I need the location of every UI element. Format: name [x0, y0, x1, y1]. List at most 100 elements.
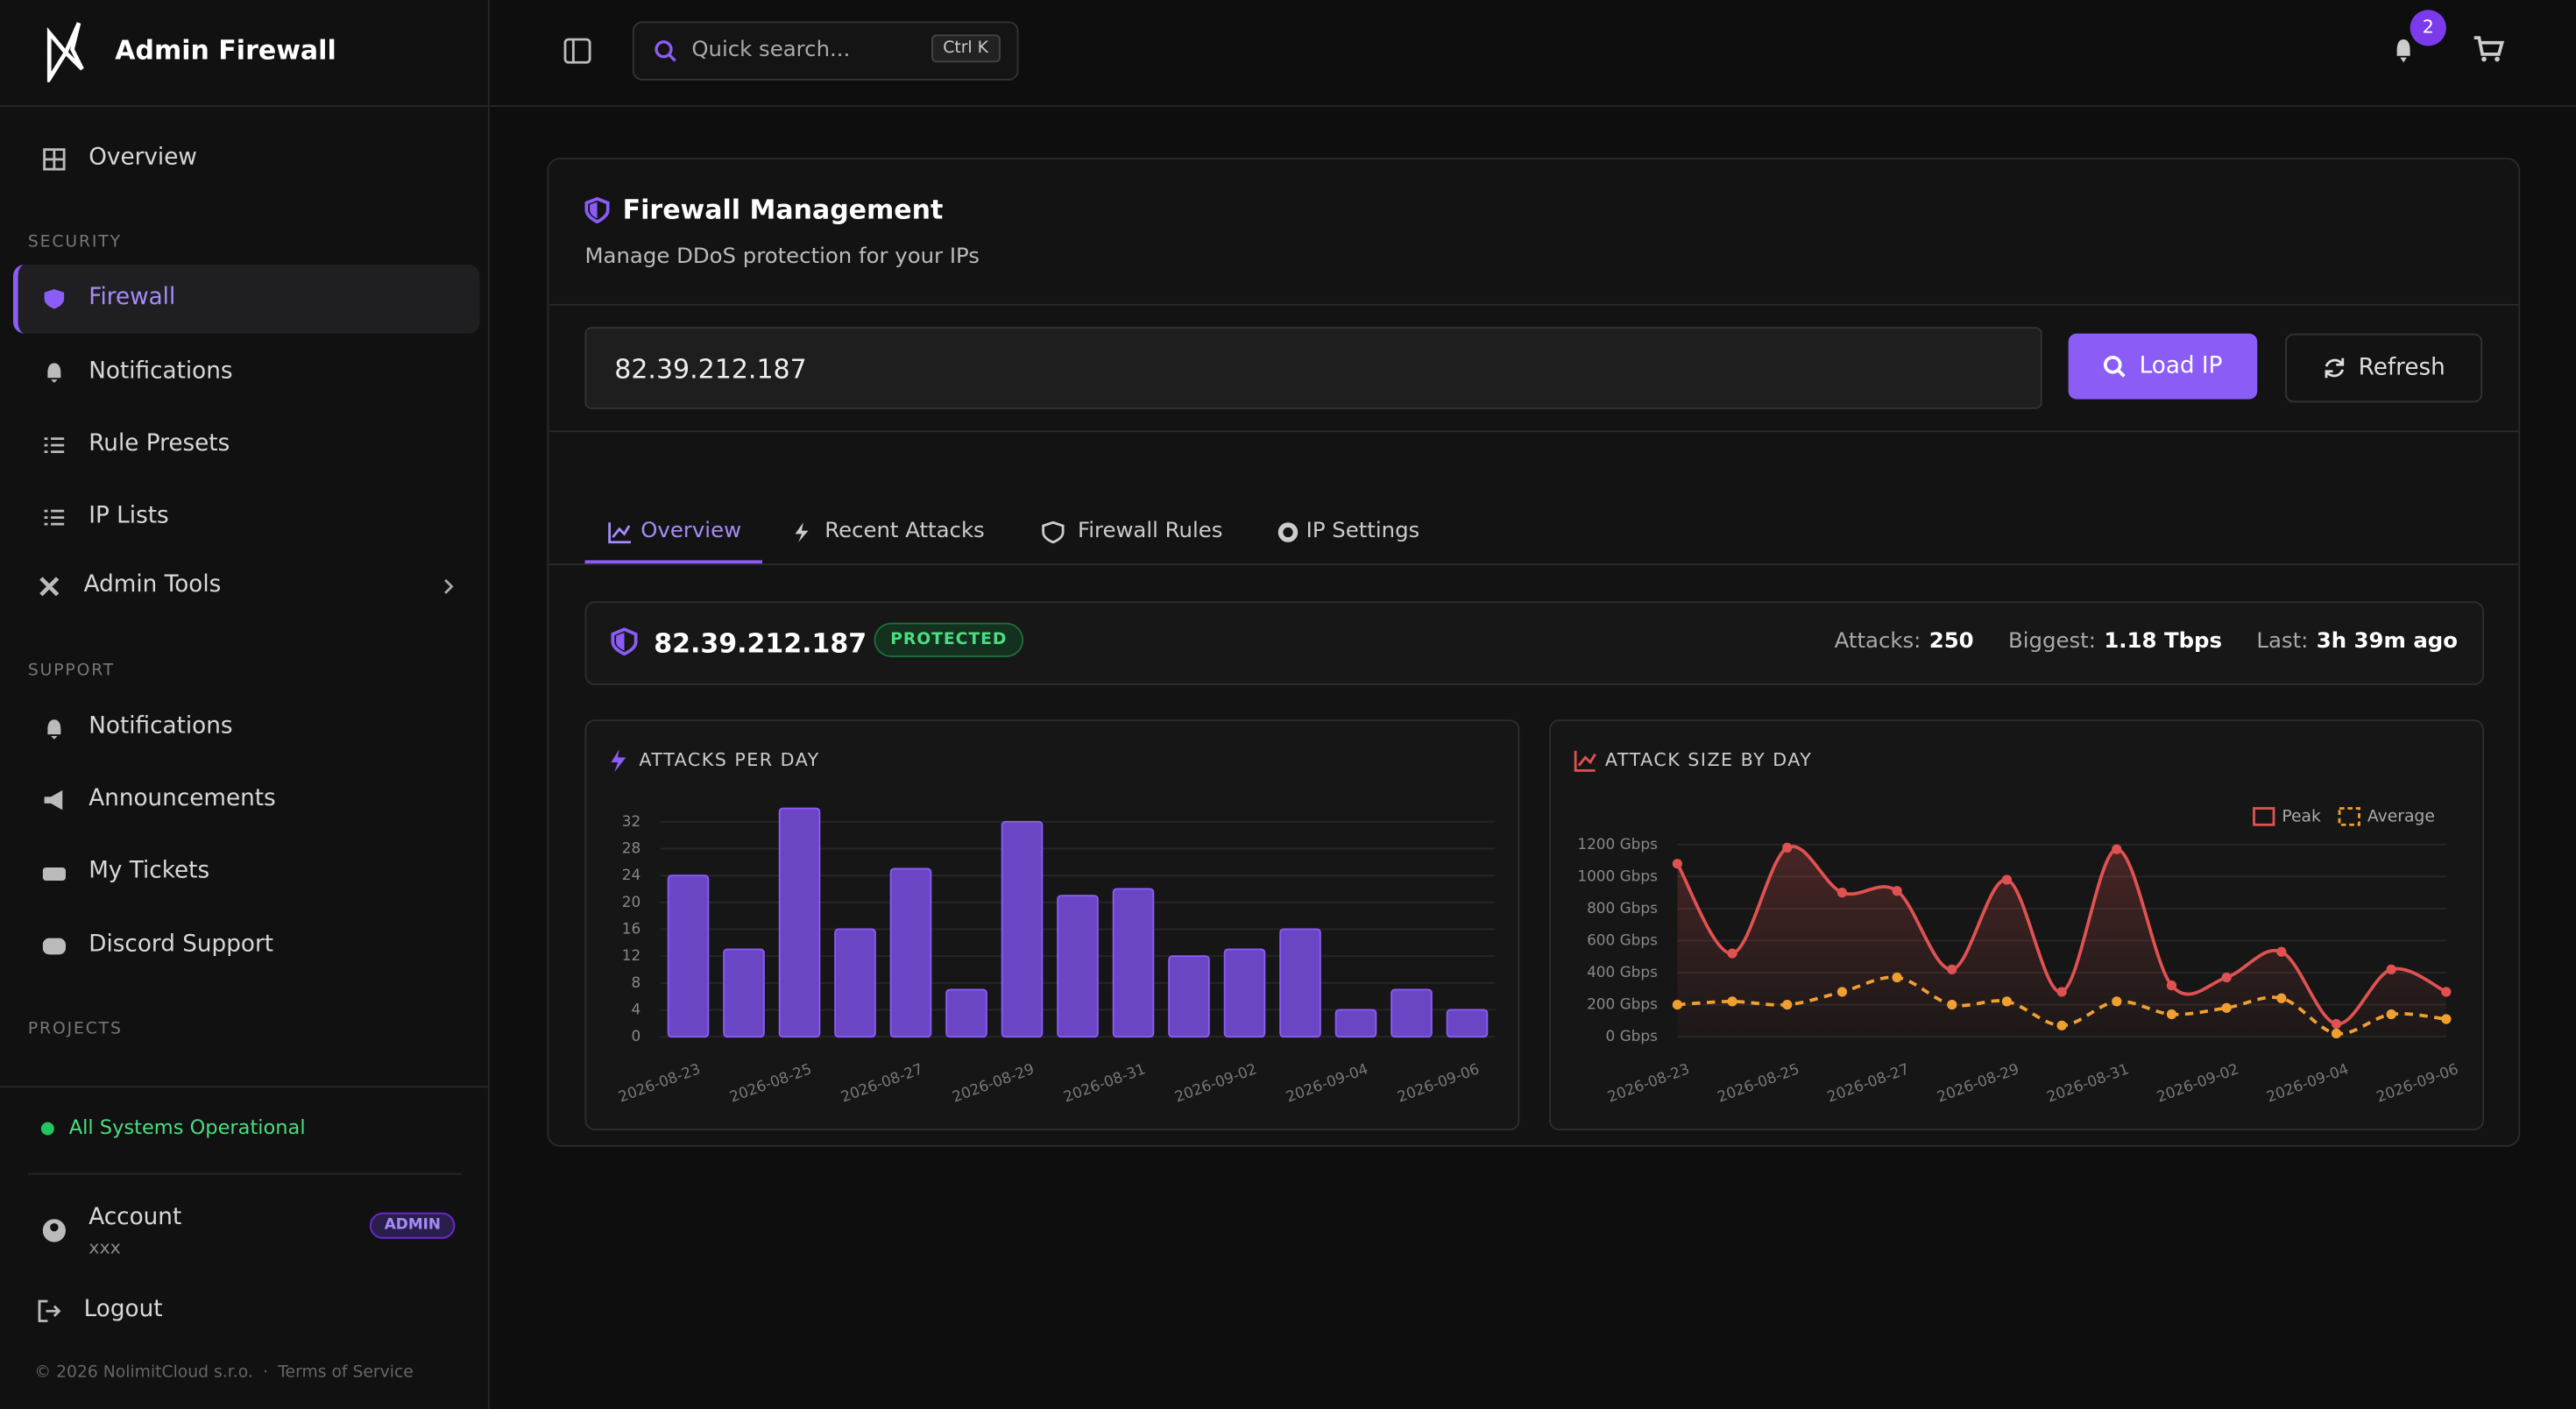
nav-item[interactable]: Notifications [88, 358, 233, 385]
brand: Admin Firewall [115, 34, 336, 66]
chart: ATTACK SIZE BY DAY 0 Gbps 200 Gbps 400 Gbp… [1549, 719, 2484, 1130]
x-tick-label: 2026-08-25 [1715, 1059, 1801, 1105]
chart-title: ATTACK SIZE BY DAY [1605, 749, 1813, 770]
chevron [444, 578, 454, 594]
active-bg [13, 264, 480, 334]
y-tick-label: 0 Gbps [1606, 1027, 1658, 1044]
point [2331, 1028, 2342, 1039]
chart-title: ATTACKS PER DAY [639, 749, 819, 770]
tab[interactable]: IP Settings [1306, 519, 1420, 544]
search[interactable]: Quick search... Ctrl K [632, 21, 1019, 81]
nav-item[interactable]: Firewall [88, 284, 176, 311]
x-tick-label: 2026-09-06 [1395, 1059, 1482, 1105]
point [2166, 1009, 2177, 1020]
card: Firewall Management Manage DDoS protecti… [547, 158, 2521, 1147]
nav-item[interactable]: My Tickets [88, 857, 210, 884]
nav-item[interactable]: IP Lists [88, 502, 169, 529]
point [2001, 874, 2013, 885]
x-tick-label: 2026-08-27 [839, 1059, 925, 1105]
nav-item[interactable]: Admin Tools [83, 571, 222, 598]
section-label[interactable]: SECURITY [27, 233, 122, 251]
icon [2104, 355, 2127, 378]
refresh-label: Refresh [2358, 355, 2445, 381]
tab[interactable]: Recent Attacks [824, 519, 985, 544]
bar [723, 948, 765, 1038]
divider [548, 430, 2519, 433]
divider [0, 105, 488, 107]
bar [945, 988, 987, 1038]
y-tick-label: 200 Gbps [1587, 995, 1658, 1013]
icon [2324, 358, 2344, 379]
icon [44, 509, 65, 526]
nav-item[interactable]: Notifications [88, 712, 233, 740]
stat-label: Biggest: [2008, 629, 2096, 655]
x-tick-label: 2026-09-06 [2374, 1059, 2460, 1105]
cart[interactable] [2473, 34, 2506, 64]
divider [548, 303, 2519, 306]
legend-label: Peak [2282, 807, 2321, 825]
sidebar-toggle[interactable] [563, 36, 593, 66]
area [1677, 846, 2446, 1037]
bar [1057, 895, 1099, 1038]
icon [42, 867, 66, 881]
nav-item[interactable]: Rule Presets [88, 430, 230, 457]
legend-swatch [2253, 807, 2275, 826]
icon [42, 938, 66, 955]
nav-item[interactable]: Discord Support [88, 931, 274, 959]
copyright: © 2026 NolimitCloud s.r.o. [34, 1363, 253, 1382]
icon [44, 789, 63, 811]
load-button[interactable]: Load IP [2068, 333, 2258, 400]
logout[interactable]: Logout [83, 1296, 163, 1323]
tab-indicator [584, 560, 762, 564]
status-dot [40, 1122, 54, 1136]
y-tick-label: 28 [622, 839, 640, 856]
stat-label: Attacks: [1834, 629, 1921, 655]
logo [46, 22, 84, 82]
x-tick-label: 2026-08-23 [616, 1059, 703, 1105]
x-tick-label: 2026-09-02 [1172, 1059, 1259, 1105]
notification-count: 2 [2410, 10, 2446, 46]
section-label[interactable]: SUPPORT [27, 662, 116, 681]
bar [889, 867, 932, 1038]
separator: · [263, 1363, 269, 1382]
icon [611, 627, 638, 656]
y-tick-label: 1000 Gbps [1577, 867, 1658, 884]
status-badge: PROTECTED [874, 622, 1024, 657]
status[interactable]: All Systems Operational [68, 1115, 306, 1139]
x-tick-label: 2026-09-04 [1284, 1059, 1370, 1105]
icon [47, 363, 61, 383]
y-tick-label: 24 [622, 866, 640, 883]
refresh-button[interactable]: Refresh [2285, 333, 2483, 403]
ip-input[interactable]: 82.39.212.187 [584, 327, 2042, 409]
tab[interactable]: Firewall Rules [1078, 519, 1223, 544]
point [1727, 996, 1737, 1007]
stats: Attacks: 250 Biggest: 1.18 Tbps Last: 3h 39… [1835, 629, 2458, 654]
icon [44, 289, 65, 309]
nav-item[interactable]: Overview [88, 145, 197, 171]
load-label: Load IP [2139, 353, 2223, 380]
ip-input-value: 82.39.212.187 [614, 353, 807, 385]
bar [667, 874, 710, 1038]
tab[interactable]: Overview [640, 519, 742, 544]
terms[interactable]: Terms of Service [278, 1363, 414, 1382]
panel-title: Firewall Management [622, 194, 944, 225]
point [2056, 1020, 2067, 1030]
account-name[interactable]: Account [88, 1204, 182, 1231]
point [2056, 987, 2067, 997]
section-label[interactable]: PROJECTS [27, 1020, 123, 1038]
bell[interactable] [2390, 38, 2417, 64]
point [2386, 1009, 2396, 1020]
point [2386, 964, 2396, 974]
bar [1279, 928, 1321, 1038]
icon [39, 577, 60, 597]
y-tick-label: 600 Gbps [1587, 931, 1658, 948]
point [2112, 844, 2122, 854]
point [1836, 987, 1848, 997]
summary: 82.39.212.187 PROTECTED Attacks: 250 Bigg… [584, 601, 2484, 685]
stat-value: 3h 39m ago [2316, 629, 2458, 655]
panel-subtitle: Manage DDoS protection for your IPs [584, 244, 980, 270]
nav-item[interactable]: Announcements [88, 785, 276, 812]
shortcut: Ctrl K [931, 34, 1000, 63]
y-tick-label: 0 [632, 1027, 641, 1044]
